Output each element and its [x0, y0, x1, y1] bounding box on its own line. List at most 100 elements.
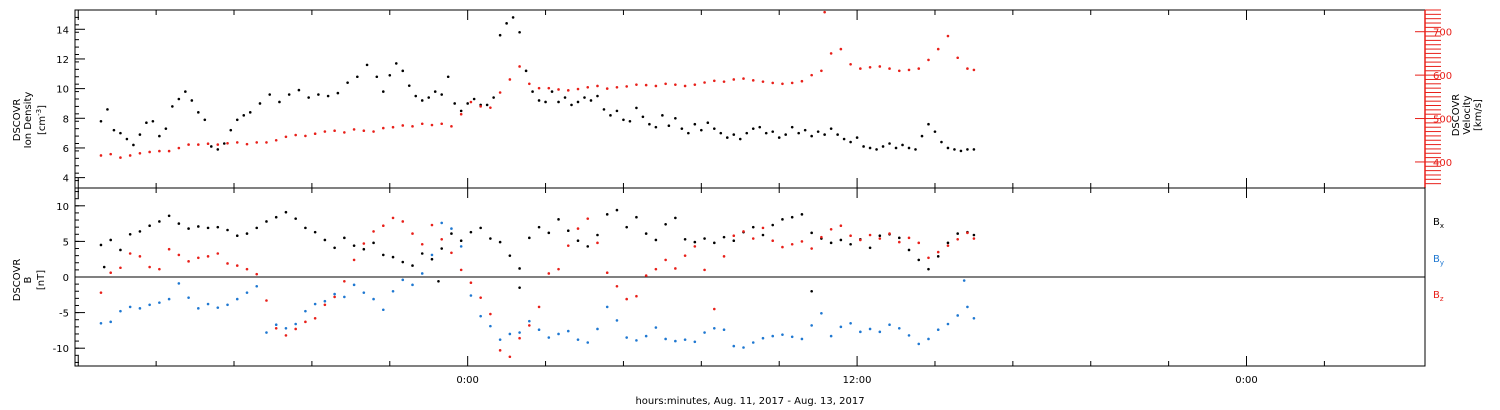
by-point [771, 334, 775, 338]
bz-point [810, 247, 813, 250]
density-point [563, 96, 567, 99]
velocity-point [823, 10, 826, 14]
density-tick-label: 8 [63, 114, 69, 125]
by-point [459, 245, 463, 248]
bz-point [664, 258, 667, 262]
bx-point [138, 230, 142, 233]
density-point [771, 130, 775, 133]
velocity-point [265, 141, 268, 144]
by-point [586, 341, 590, 344]
by-point [469, 294, 473, 297]
by-point [197, 307, 200, 310]
bz-point [304, 320, 307, 324]
density-point [485, 103, 489, 107]
velocity-point [956, 56, 959, 60]
bz-point [265, 299, 268, 302]
by-point [839, 325, 843, 329]
velocity-point [674, 83, 677, 86]
density-point [346, 81, 349, 84]
density-point [472, 97, 476, 101]
density-point [953, 148, 956, 151]
by-point [907, 334, 911, 337]
bx-point [401, 260, 405, 264]
density-point [177, 97, 181, 101]
velocity-axis: 400 500 600 700 [1415, 9, 1452, 188]
velocity-point [810, 73, 813, 77]
density-point [732, 133, 736, 136]
bx-point [206, 226, 210, 230]
bx-point [158, 220, 161, 223]
bx-point [839, 238, 843, 242]
bz-point [479, 296, 482, 299]
by-point [917, 342, 921, 346]
velocity-point [450, 125, 453, 128]
velocity-point [372, 130, 375, 133]
by-point [333, 292, 336, 296]
bz-point [528, 324, 531, 327]
by-point [972, 316, 976, 320]
bz-point [625, 297, 628, 301]
velocity-point [508, 78, 512, 81]
by-point [615, 319, 619, 322]
bx-point [391, 255, 395, 259]
bz-point [936, 250, 940, 254]
density-point [589, 99, 593, 102]
by-point [829, 334, 833, 338]
field-axis-title-line-1: DSCOVR [12, 259, 23, 302]
density-point [459, 109, 463, 113]
density-point [641, 115, 645, 119]
bx-point [907, 248, 911, 252]
by-point [99, 321, 103, 325]
velocity-point [781, 82, 784, 86]
by-point [849, 321, 852, 325]
bx-point [294, 217, 297, 220]
bz-point [683, 254, 687, 257]
velocity-point [683, 84, 687, 88]
density-point [576, 100, 580, 104]
density-point [628, 119, 632, 123]
bx-point [732, 239, 736, 242]
by-point [450, 227, 453, 230]
bz-point [596, 241, 599, 245]
bx-point [751, 225, 755, 229]
velocity-point [936, 47, 940, 51]
density-point [849, 140, 852, 144]
by-point [381, 308, 385, 312]
bx-point [605, 213, 609, 216]
by-point [761, 336, 765, 340]
legend-base: B [1433, 254, 1440, 265]
bx-point [177, 222, 181, 225]
density-axis-unit: [cm-3] [35, 105, 48, 135]
density-point [855, 136, 859, 139]
bx-point [99, 243, 103, 247]
bz-point [226, 262, 229, 265]
velocity-point [430, 123, 434, 127]
bx-point [654, 238, 658, 242]
bz-point [216, 252, 220, 255]
by-point [683, 338, 687, 341]
velocity-point [703, 81, 706, 84]
bx-point [226, 228, 229, 232]
by-point [927, 337, 930, 341]
by-point [245, 291, 249, 294]
velocity-point [391, 125, 395, 129]
density-point [125, 137, 129, 141]
bz-point [313, 316, 317, 320]
density-point [433, 90, 437, 93]
density-point [602, 108, 606, 111]
density-point [550, 90, 554, 93]
bz-point [274, 326, 278, 330]
bz-point [158, 267, 161, 271]
legend-base: B [1433, 217, 1440, 228]
bz-point [381, 224, 385, 228]
bz-point [206, 255, 210, 258]
bx-point [372, 241, 375, 245]
bx-point [596, 233, 599, 237]
bz-point [197, 256, 200, 260]
density-point [401, 69, 405, 73]
bz-point [411, 232, 414, 235]
velocity-point [566, 89, 570, 92]
by-point [109, 320, 112, 324]
by-point [343, 295, 346, 299]
by-point [274, 323, 278, 327]
